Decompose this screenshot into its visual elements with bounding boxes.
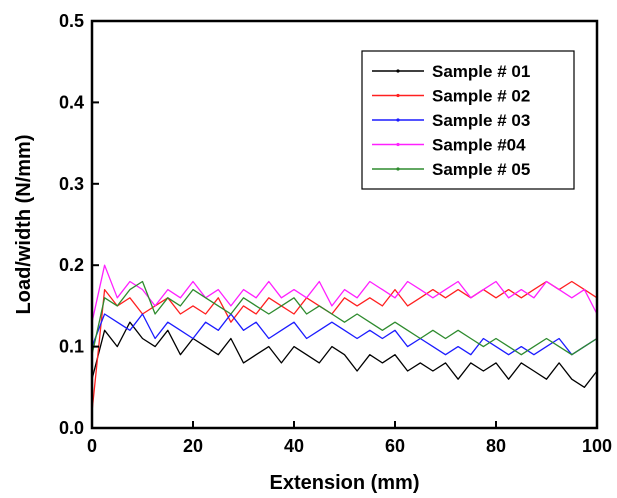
x-tick-label: 60 <box>385 436 405 456</box>
y-tick-label: 0.3 <box>59 174 84 194</box>
series-line-3 <box>91 313 598 356</box>
series-line-1 <box>91 321 598 388</box>
series-layer <box>91 264 598 412</box>
x-tick-label: 0 <box>87 436 97 456</box>
legend-label: Sample # 01 <box>432 62 530 81</box>
plot-frame <box>90 19 599 430</box>
y-tick-label: 0.1 <box>59 337 84 357</box>
series-line-4 <box>91 264 598 323</box>
legend-label: Sample # 02 <box>432 87 530 106</box>
legend: Sample # 01 Sample # 02 Sample # 03 Sample … <box>361 50 575 190</box>
legend-label: Sample # 05 <box>432 160 530 179</box>
y-tick-label: 0.5 <box>59 11 84 31</box>
legend-marker <box>396 93 400 98</box>
legend-marker <box>396 142 400 147</box>
x-axis-title: Extension (mm) <box>269 472 419 494</box>
tick-layer: 0 20 40 60 80 100 0.0 0.1 0.2 0.3 0.4 0.5 <box>59 11 612 456</box>
x-tick-label: 20 <box>183 436 203 456</box>
y-tick-label: 0.0 <box>59 418 84 438</box>
x-tick-label: 40 <box>284 436 304 456</box>
legend-marker <box>396 118 400 122</box>
x-tick-label: 80 <box>486 436 506 456</box>
legend-label: Sample #04 <box>432 136 526 155</box>
y-tick-label: 0.2 <box>59 255 84 275</box>
series-line-2 <box>91 280 598 412</box>
legend-label: Sample # 03 <box>432 111 530 130</box>
legend-marker <box>396 167 400 171</box>
y-tick-label: 0.4 <box>59 92 84 112</box>
y-axis-title: Load/width (N/mm) <box>13 135 35 315</box>
x-tick-label: 100 <box>582 436 612 456</box>
legend-marker <box>396 69 400 73</box>
series-line-5 <box>91 280 598 356</box>
